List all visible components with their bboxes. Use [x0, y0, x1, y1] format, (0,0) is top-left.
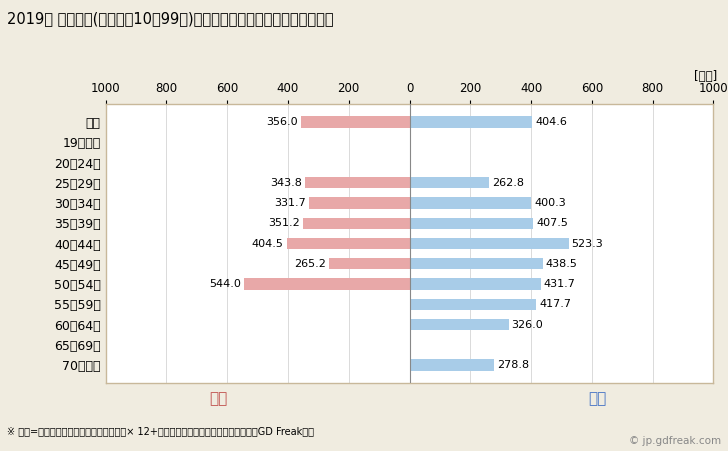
Text: ※ 年収=「きまって支給する現金給与額」× 12+「年間賞与その他特別給与額」としてGD Freak推計: ※ 年収=「きまって支給する現金給与額」× 12+「年間賞与その他特別給与額」と…: [7, 426, 314, 436]
Text: 407.5: 407.5: [537, 218, 569, 228]
Text: 326.0: 326.0: [512, 320, 543, 330]
Text: 265.2: 265.2: [294, 259, 326, 269]
Text: 523.3: 523.3: [571, 239, 604, 249]
Text: 262.8: 262.8: [492, 178, 524, 188]
Bar: [409, 319, 509, 330]
Bar: [287, 238, 409, 249]
Bar: [303, 218, 409, 229]
Bar: [409, 198, 531, 209]
Text: 351.2: 351.2: [268, 218, 300, 228]
Text: 女性: 女性: [209, 391, 228, 407]
Text: [万円]: [万円]: [694, 70, 717, 83]
Bar: [244, 278, 409, 290]
Text: 438.5: 438.5: [546, 259, 578, 269]
Text: 男性: 男性: [587, 391, 606, 407]
Text: 431.7: 431.7: [544, 279, 576, 289]
Bar: [409, 116, 532, 128]
Bar: [309, 198, 409, 209]
Bar: [301, 116, 409, 128]
Text: 400.3: 400.3: [534, 198, 566, 208]
Bar: [409, 299, 537, 310]
Text: 544.0: 544.0: [209, 279, 241, 289]
Bar: [409, 238, 569, 249]
Text: 404.5: 404.5: [252, 239, 283, 249]
Bar: [409, 177, 489, 189]
Text: 356.0: 356.0: [266, 117, 298, 127]
Text: 278.8: 278.8: [497, 360, 529, 370]
Text: 2019年 民間企業(従業者数10～99人)フルタイム労働者の男女別平均年収: 2019年 民間企業(従業者数10～99人)フルタイム労働者の男女別平均年収: [7, 11, 334, 26]
Text: 417.7: 417.7: [539, 299, 571, 309]
Bar: [409, 359, 494, 371]
Text: 331.7: 331.7: [274, 198, 306, 208]
Text: © jp.gdfreak.com: © jp.gdfreak.com: [628, 437, 721, 446]
Bar: [305, 177, 409, 189]
Text: 343.8: 343.8: [270, 178, 302, 188]
Bar: [329, 258, 409, 269]
Bar: [409, 218, 534, 229]
Bar: [409, 278, 541, 290]
Bar: [409, 258, 543, 269]
Text: 404.6: 404.6: [536, 117, 567, 127]
